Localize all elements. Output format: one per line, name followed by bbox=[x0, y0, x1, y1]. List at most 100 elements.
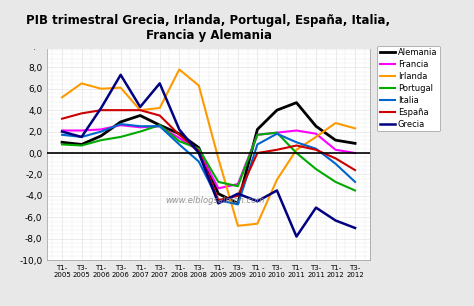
Francia bbox=[255, 133, 260, 136]
Portugal bbox=[196, 147, 201, 151]
Grecia bbox=[333, 218, 338, 222]
Portugal bbox=[293, 151, 299, 155]
Grecia bbox=[274, 188, 280, 192]
Title: PIB trimestral Grecia, Irlanda, Portugal, España, Italia,
Francia y Alemania: PIB trimestral Grecia, Irlanda, Portugal… bbox=[27, 14, 391, 42]
Irlanda bbox=[157, 106, 163, 110]
Line: Francia: Francia bbox=[62, 125, 355, 188]
Italia bbox=[274, 132, 280, 136]
España bbox=[293, 144, 299, 147]
España bbox=[196, 149, 201, 153]
Grecia bbox=[157, 81, 163, 85]
Grecia bbox=[176, 128, 182, 131]
Alemania bbox=[235, 201, 241, 205]
Italia bbox=[293, 140, 299, 144]
Alemania bbox=[293, 101, 299, 105]
Grecia bbox=[293, 235, 299, 238]
Grecia bbox=[137, 105, 143, 109]
Italia bbox=[216, 198, 221, 202]
España bbox=[255, 151, 260, 155]
Irlanda bbox=[235, 224, 241, 228]
Line: Grecia: Grecia bbox=[62, 75, 355, 237]
Portugal bbox=[352, 188, 358, 192]
Alemania bbox=[216, 192, 221, 196]
Line: España: España bbox=[62, 110, 355, 200]
Grecia bbox=[196, 151, 201, 155]
España bbox=[157, 114, 163, 117]
Portugal bbox=[313, 167, 319, 171]
Francia bbox=[313, 132, 319, 136]
Italia bbox=[235, 203, 241, 206]
Irlanda bbox=[352, 127, 358, 130]
Text: www.elblogsalmon.com: www.elblogsalmon.com bbox=[165, 196, 264, 205]
Portugal bbox=[235, 184, 241, 188]
Alemania bbox=[59, 140, 65, 144]
Francia bbox=[333, 148, 338, 152]
España bbox=[274, 148, 280, 152]
Italia bbox=[352, 180, 358, 184]
Grecia bbox=[313, 206, 319, 209]
Alemania bbox=[79, 143, 84, 146]
Italia bbox=[59, 133, 65, 136]
España bbox=[235, 194, 241, 198]
Alemania bbox=[352, 141, 358, 145]
Grecia bbox=[59, 130, 65, 133]
Portugal bbox=[118, 135, 124, 139]
Italia bbox=[176, 143, 182, 146]
Irlanda bbox=[313, 135, 319, 139]
Francia bbox=[59, 129, 65, 132]
Grecia bbox=[255, 200, 260, 203]
Portugal bbox=[333, 180, 338, 184]
Irlanda bbox=[274, 178, 280, 182]
Alemania bbox=[118, 120, 124, 124]
Italia bbox=[79, 135, 84, 139]
Alemania bbox=[313, 124, 319, 128]
Italia bbox=[137, 124, 143, 128]
Grecia bbox=[118, 73, 124, 77]
Francia bbox=[196, 149, 201, 153]
Portugal bbox=[216, 180, 221, 184]
Italia bbox=[118, 122, 124, 126]
Italia bbox=[98, 130, 104, 133]
Alemania bbox=[274, 108, 280, 112]
Irlanda bbox=[333, 121, 338, 125]
Portugal bbox=[59, 143, 65, 146]
Irlanda bbox=[176, 68, 182, 71]
Francia bbox=[98, 128, 104, 131]
Irlanda bbox=[216, 156, 221, 160]
Francia bbox=[118, 123, 124, 127]
Line: Portugal: Portugal bbox=[62, 125, 355, 190]
España bbox=[216, 198, 221, 202]
Grecia bbox=[79, 135, 84, 139]
Portugal bbox=[79, 144, 84, 147]
Alemania bbox=[255, 128, 260, 131]
España bbox=[59, 117, 65, 121]
Alemania bbox=[98, 134, 104, 138]
Grecia bbox=[235, 192, 241, 196]
Portugal bbox=[274, 131, 280, 135]
Alemania bbox=[176, 132, 182, 136]
Italia bbox=[157, 124, 163, 128]
Legend: Alemania, Francia, Irlanda, Portugal, Italia, España, Grecia: Alemania, Francia, Irlanda, Portugal, It… bbox=[377, 46, 440, 131]
España bbox=[352, 168, 358, 172]
Alemania bbox=[157, 123, 163, 127]
Irlanda bbox=[118, 86, 124, 89]
Irlanda bbox=[59, 95, 65, 99]
Alemania bbox=[137, 114, 143, 117]
España bbox=[176, 133, 182, 136]
Portugal bbox=[157, 123, 163, 127]
Irlanda bbox=[255, 222, 260, 226]
España bbox=[137, 108, 143, 112]
Francia bbox=[79, 129, 84, 132]
España bbox=[333, 156, 338, 160]
Francia bbox=[352, 151, 358, 155]
Irlanda bbox=[79, 81, 84, 85]
Grecia bbox=[352, 226, 358, 230]
Italia bbox=[255, 143, 260, 146]
Line: Alemania: Alemania bbox=[62, 103, 355, 203]
Grecia bbox=[216, 201, 221, 205]
Irlanda bbox=[137, 108, 143, 112]
Grecia bbox=[98, 106, 104, 110]
Alemania bbox=[196, 146, 201, 150]
Portugal bbox=[176, 139, 182, 143]
Francia bbox=[157, 124, 163, 128]
